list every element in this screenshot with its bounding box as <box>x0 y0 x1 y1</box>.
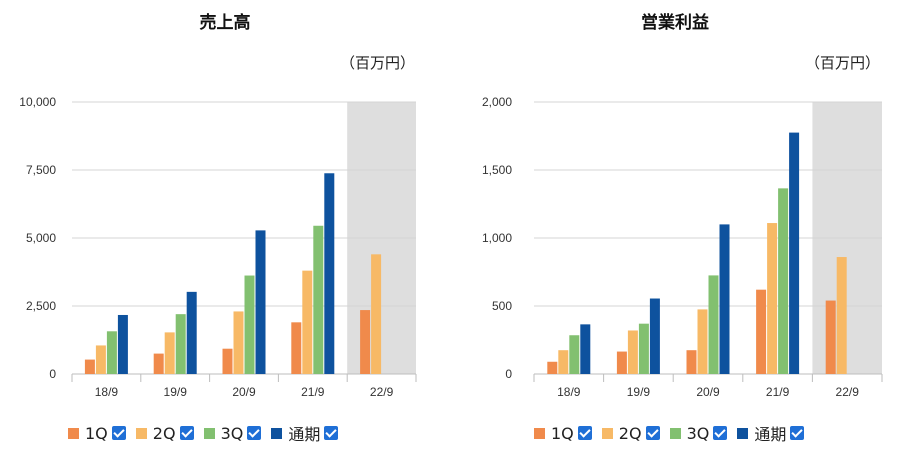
bar-通期-20/9[interactable] <box>255 230 266 374</box>
bar-3Q-21/9[interactable] <box>778 188 789 374</box>
checkbox-checked-icon[interactable] <box>790 426 805 440</box>
legend-label: 3Q <box>686 423 710 443</box>
checkbox-checked-icon[interactable] <box>577 426 592 440</box>
bar-1Q-20/9[interactable] <box>222 348 233 374</box>
legend-item[interactable]: 1Q <box>534 424 592 443</box>
checkbox-checked-icon[interactable] <box>324 426 339 440</box>
bar-1Q-21/9[interactable] <box>291 322 302 374</box>
operating-profit-chart-panel: 営業利益 （百万円） 0 500 1,000 1,500 2,000 18/9 19/9 20… <box>450 0 900 449</box>
y-tick-label: 1,000 <box>482 231 512 245</box>
bar-3Q-20/9[interactable] <box>244 275 255 374</box>
x-tick-label: 18/9 <box>95 385 119 399</box>
bar-通期-20/9[interactable] <box>719 224 730 374</box>
x-tick-label: 21/9 <box>301 385 325 399</box>
checkbox-checked-icon[interactable] <box>111 426 126 440</box>
legend-item[interactable]: 3Q <box>669 423 728 443</box>
bar-2Q-19/9[interactable] <box>164 332 175 374</box>
legend-item[interactable]: 2Q <box>135 423 194 443</box>
legend-label: 通期 <box>754 425 787 444</box>
legend-swatch <box>737 427 749 439</box>
x-tick-label: 22/9 <box>836 385 860 399</box>
sales-bar-chart: 0 2,500 5,000 7,500 10,000 18/9 19/9 20/9 21/9 22… <box>19 95 417 399</box>
bar-3Q-19/9[interactable] <box>175 314 186 374</box>
bar-2Q-18/9[interactable] <box>95 345 106 374</box>
bar-1Q-21/9[interactable] <box>756 289 767 374</box>
bar-2Q-21/9[interactable] <box>767 223 778 374</box>
y-tick-label: 0 <box>49 367 56 381</box>
y-tick-label: 7,500 <box>26 163 56 177</box>
bar-2Q-21/9[interactable] <box>302 270 313 374</box>
bar-2Q-20/9[interactable] <box>233 311 244 374</box>
x-tick-label: 21/9 <box>766 385 790 399</box>
x-tick-label: 19/9 <box>164 385 188 399</box>
sales-unit-label: （百万円） <box>340 54 416 72</box>
bar-1Q-22/9[interactable] <box>825 300 836 374</box>
bar-2Q-20/9[interactable] <box>697 309 708 374</box>
bar-3Q-18/9[interactable] <box>569 335 580 374</box>
x-tick-label: 18/9 <box>557 385 581 399</box>
legend-swatch <box>601 427 613 439</box>
bar-3Q-21/9[interactable] <box>313 225 324 374</box>
bar-通期-19/9[interactable] <box>186 291 197 374</box>
legend-label: 2Q <box>152 423 176 443</box>
legend-item[interactable]: 通期 <box>271 421 339 445</box>
y-tick-label: 2,000 <box>482 95 512 109</box>
legend-swatch <box>135 427 147 439</box>
operating-profit-bar-chart: 0 500 1,000 1,500 2,000 18/9 19/9 20/9 21/9 22/9 <box>482 95 883 399</box>
checkbox-checked-icon[interactable] <box>247 426 262 440</box>
bar-3Q-18/9[interactable] <box>106 331 117 374</box>
bar-通期-18/9[interactable] <box>117 314 128 374</box>
x-tick-label: 20/9 <box>232 385 256 399</box>
legend-swatch <box>203 427 215 439</box>
bar-1Q-19/9[interactable] <box>153 353 164 374</box>
checkbox-checked-icon[interactable] <box>645 426 660 440</box>
bar-3Q-20/9[interactable] <box>708 275 719 374</box>
bar-1Q-19/9[interactable] <box>616 351 627 374</box>
legend-swatch <box>68 427 79 439</box>
y-tick-label: 1,500 <box>482 163 512 177</box>
legend-item[interactable]: 3Q <box>203 423 262 443</box>
bar-1Q-18/9[interactable] <box>84 359 95 374</box>
operating-profit-legend: 1Q 2Q 3Q 通期 <box>534 420 814 446</box>
bar-2Q-22/9[interactable] <box>836 257 847 374</box>
bar-1Q-20/9[interactable] <box>686 350 697 374</box>
bar-3Q-19/9[interactable] <box>638 323 649 374</box>
y-tick-label: 5,000 <box>26 231 56 245</box>
legend-item[interactable]: 1Q <box>68 424 126 443</box>
y-tick-label: 0 <box>505 367 512 381</box>
bar-1Q-22/9[interactable] <box>360 310 371 374</box>
checkbox-checked-icon[interactable] <box>713 426 728 440</box>
x-tick-label: 20/9 <box>696 385 720 399</box>
legend-label: 通期 <box>288 425 321 444</box>
legend-label: 3Q <box>220 423 244 443</box>
sales-legend: 1Q 2Q 3Q 通期 <box>68 420 348 446</box>
x-tick-label: 19/9 <box>627 385 651 399</box>
bar-通期-21/9[interactable] <box>324 173 335 374</box>
operating-profit-chart-title: 営業利益 <box>641 13 709 33</box>
sales-chart-title: 売上高 <box>199 13 251 33</box>
legend-swatch <box>271 427 283 439</box>
checkbox-checked-icon[interactable] <box>179 426 194 440</box>
bar-2Q-18/9[interactable] <box>558 350 569 374</box>
legend-label: 1Q <box>85 423 108 443</box>
legend-item[interactable]: 通期 <box>737 421 805 445</box>
x-tick-label: 22/9 <box>370 385 394 399</box>
y-tick-label: 2,500 <box>26 299 56 313</box>
legend-swatch <box>669 427 681 439</box>
bar-通期-21/9[interactable] <box>789 132 800 374</box>
legend-label: 1Q <box>551 423 574 443</box>
legend-swatch <box>534 427 545 439</box>
bar-通期-18/9[interactable] <box>580 324 591 374</box>
bar-通期-19/9[interactable] <box>649 298 660 374</box>
bar-2Q-19/9[interactable] <box>627 330 638 374</box>
bar-1Q-18/9[interactable] <box>547 361 558 374</box>
legend-item[interactable]: 2Q <box>601 423 660 443</box>
sales-chart-panel: 売上高 （百万円） 0 2,500 5,000 7,500 10,000 18/9 19/9… <box>0 0 450 449</box>
y-tick-label: 10,000 <box>19 95 56 109</box>
operating-profit-unit-label: （百万円） <box>805 54 881 72</box>
bar-2Q-22/9[interactable] <box>371 254 382 374</box>
y-tick-label: 500 <box>492 299 512 313</box>
legend-label: 2Q <box>618 423 642 443</box>
